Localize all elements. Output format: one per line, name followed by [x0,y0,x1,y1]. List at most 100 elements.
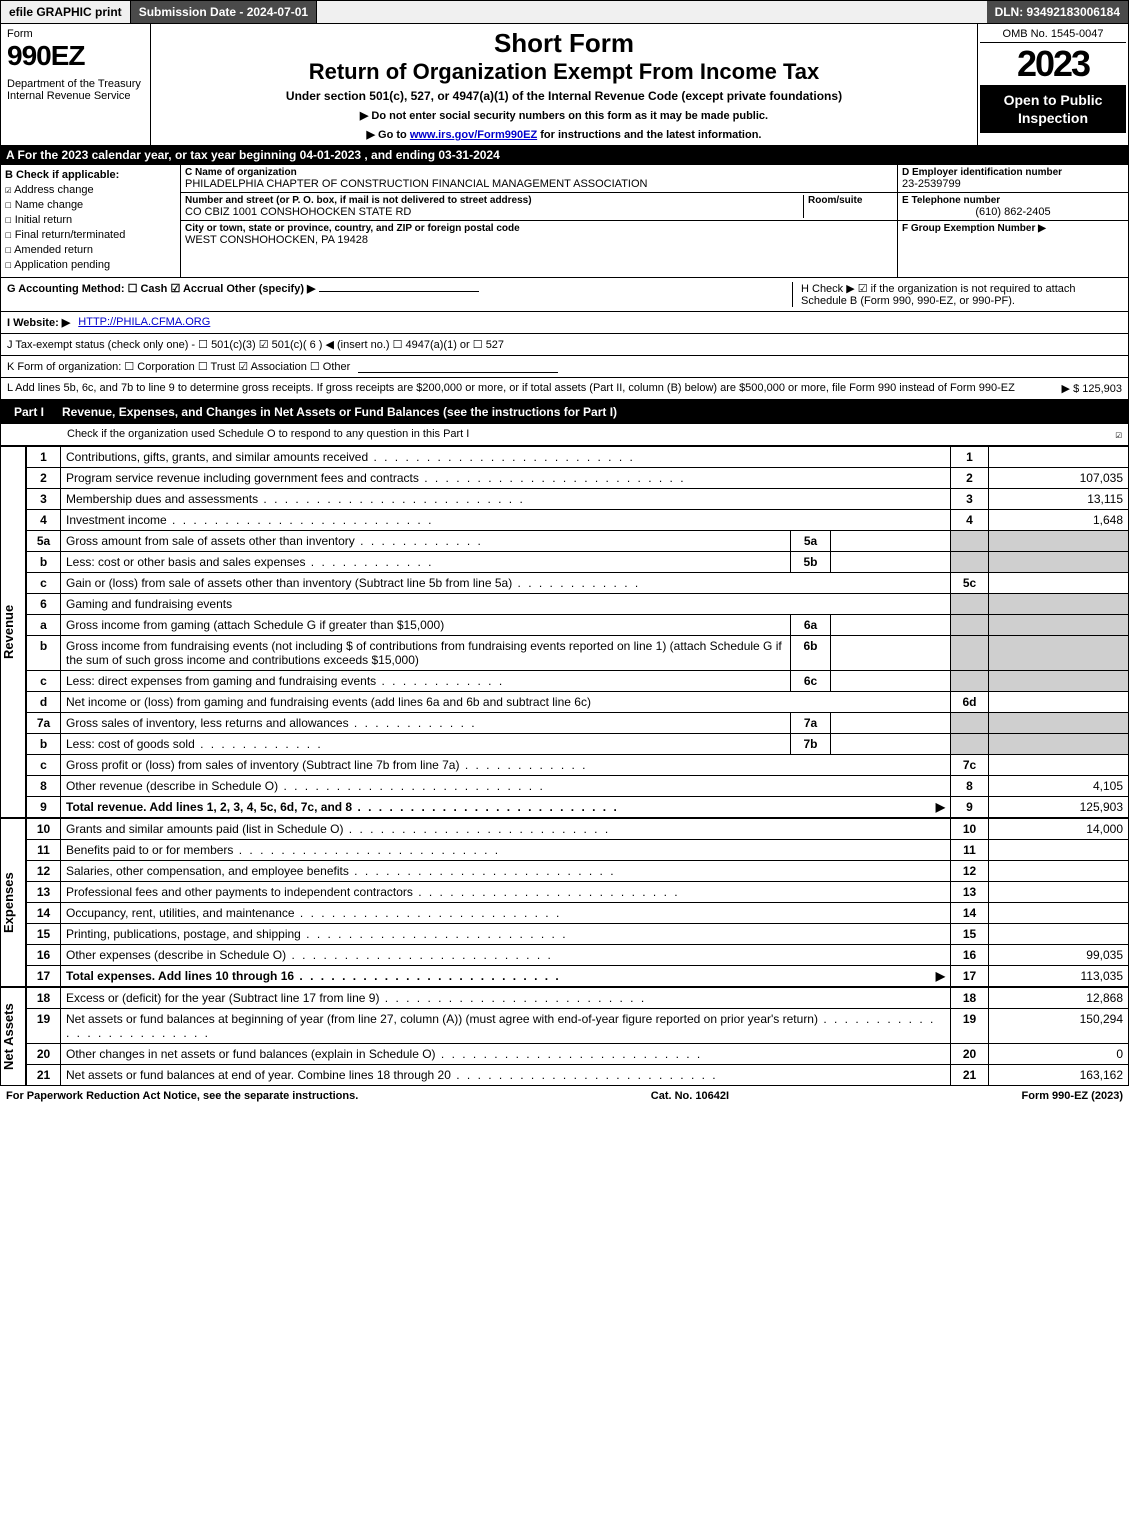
section-a-tax-year: A For the 2023 calendar year, or tax yea… [0,146,1129,164]
info-grid: B Check if applicable: ☑ Address change … [0,164,1129,278]
form-header-center: Short Form Return of Organization Exempt… [151,24,978,145]
goto-pre: ▶ Go to [367,129,410,141]
col-d-ids: D Employer identification number 23-2539… [898,165,1128,277]
chk-address-change[interactable]: ☑ Address change [5,183,176,196]
org-name: PHILADELPHIA CHAPTER OF CONSTRUCTION FIN… [185,178,893,190]
line-6b: bGross income from fundraising events (n… [27,636,1129,671]
line-3: 3Membership dues and assessments313,115 [27,489,1129,510]
row-g-h: G Accounting Method: ☐ Cash ☑ Accrual Ot… [0,278,1129,312]
row-i-website: I Website: ▶ HTTP://PHILA.CFMA.ORG [0,312,1129,334]
part-1-title: Revenue, Expenses, and Changes in Net As… [62,405,617,419]
goto-post: for instructions and the latest informat… [537,129,761,141]
col-b-checkboxes: B Check if applicable: ☑ Address change … [1,165,181,277]
city-value: WEST CONSHOHOCKEN, PA 19428 [185,234,893,246]
website-link[interactable]: HTTP://PHILA.CFMA.ORG [78,316,210,329]
group-exemption-row: F Group Exemption Number ▶ [898,221,1128,236]
page-footer: For Paperwork Reduction Act Notice, see … [0,1086,1129,1106]
form-header-left: Form 990EZ Department of the Treasury In… [1,24,151,145]
form-number: 990EZ [7,40,144,72]
dln: DLN: 93492183006184 [987,1,1128,23]
part-1-header: Part I Revenue, Expenses, and Changes in… [0,400,1129,424]
line-4: 4Investment income41,648 [27,510,1129,531]
row-k-form-org: K Form of organization: ☐ Corporation ☐ … [0,356,1129,378]
revenue-section: Revenue 1Contributions, gifts, grants, a… [0,446,1129,818]
website-label: I Website: ▶ [7,316,70,329]
col-c-org-info: C Name of organization PHILADELPHIA CHAP… [181,165,898,277]
return-title: Return of Organization Exempt From Incom… [155,59,973,85]
line-7c: cGross profit or (loss) from sales of in… [27,755,1129,776]
chk-amended-return[interactable]: ☐ Amended return [5,243,176,256]
ein-row: D Employer identification number 23-2539… [898,165,1128,193]
short-form-title: Short Form [155,28,973,59]
line-13: 13Professional fees and other payments t… [27,882,1129,903]
schedule-o-checkbox[interactable]: ☑ [1115,428,1122,441]
net-assets-vert-label: Net Assets [0,987,26,1086]
revenue-vert-label: Revenue [0,446,26,818]
row-l-gross-receipts: L Add lines 5b, 6c, and 7b to line 9 to … [0,378,1129,400]
line-5c: cGain or (loss) from sale of assets othe… [27,573,1129,594]
line-19: 19Net assets or fund balances at beginni… [27,1009,1129,1044]
tel-value: (610) 862-2405 [902,206,1124,218]
open-public-inspection: Open to Public Inspection [980,85,1126,133]
expenses-table: 10Grants and similar amounts paid (list … [26,818,1129,987]
part-1-label: Part I [8,403,50,421]
chk-application-pending[interactable]: ☐ Application pending [5,258,176,271]
submission-date: Submission Date - 2024-07-01 [131,1,317,23]
schedule-b-check: H Check ▶ ☑ if the organization is not r… [792,282,1122,307]
org-name-row: C Name of organization PHILADELPHIA CHAP… [181,165,897,193]
form-citation: Form 990-EZ (2023) [1022,1090,1123,1102]
org-name-label: C Name of organization [185,167,893,178]
line-6: 6Gaming and fundraising events [27,594,1129,615]
line-1: 1Contributions, gifts, grants, and simil… [27,447,1129,468]
line-10: 10Grants and similar amounts paid (list … [27,819,1129,840]
line-20: 20Other changes in net assets or fund ba… [27,1044,1129,1065]
room-label: Room/suite [808,195,893,206]
tax-year: 2023 [980,43,1126,85]
section-sub: Under section 501(c), 527, or 4947(a)(1)… [155,89,973,103]
line-15: 15Printing, publications, postage, and s… [27,924,1129,945]
col-b-header: B Check if applicable: [5,169,176,181]
street-row: Number and street (or P. O. box, if mail… [181,193,897,221]
ein-value: 23-2539799 [902,178,1124,190]
part-1-check-o: Check if the organization used Schedule … [0,424,1129,446]
row-j-tax-exempt: J Tax-exempt status (check only one) - ☐… [0,334,1129,356]
gross-receipts-value: ▶ $ 125,903 [1062,382,1122,395]
city-row: City or town, state or province, country… [181,221,897,248]
line-14: 14Occupancy, rent, utilities, and mainte… [27,903,1129,924]
form-header-right: OMB No. 1545-0047 2023 Open to Public In… [978,24,1128,145]
line-21: 21Net assets or fund balances at end of … [27,1065,1129,1086]
ein-label: D Employer identification number [902,167,1124,178]
chk-final-return[interactable]: ☐ Final return/terminated [5,228,176,241]
line-6a: aGross income from gaming (attach Schedu… [27,615,1129,636]
line-5b: bLess: cost or other basis and sales exp… [27,552,1129,573]
chk-name-change[interactable]: ☐ Name change [5,198,176,211]
line-9: 9Total revenue. Add lines 1, 2, 3, 4, 5c… [27,797,1129,818]
expenses-vert-label: Expenses [0,818,26,987]
line-18: 18Excess or (deficit) for the year (Subt… [27,988,1129,1009]
dept-treasury: Department of the Treasury Internal Reve… [7,78,144,102]
tax-exempt-status: J Tax-exempt status (check only one) - ☐… [7,338,504,351]
gross-receipts-text: L Add lines 5b, 6c, and 7b to line 9 to … [7,382,1015,395]
efile-print[interactable]: efile GRAPHIC print [1,1,131,23]
irs-link[interactable]: www.irs.gov/Form990EZ [410,129,537,141]
form-label: Form [7,28,144,40]
schedule-o-check-text: Check if the organization used Schedule … [7,428,469,441]
line-12: 12Salaries, other compensation, and empl… [27,861,1129,882]
tel-label: E Telephone number [902,195,1124,206]
city-label: City or town, state or province, country… [185,223,893,234]
ssn-warning: ▶ Do not enter social security numbers o… [155,109,973,122]
accounting-method: G Accounting Method: ☐ Cash ☑ Accrual Ot… [7,282,479,307]
line-7b: bLess: cost of goods sold7b [27,734,1129,755]
line-2: 2Program service revenue including gover… [27,468,1129,489]
line-11: 11Benefits paid to or for members11 [27,840,1129,861]
net-assets-table: 18Excess or (deficit) for the year (Subt… [26,987,1129,1086]
form-of-organization: K Form of organization: ☐ Corporation ☐ … [7,360,350,373]
street-value: CO CBIZ 1001 CONSHOHOCKEN STATE RD [185,206,803,218]
line-7a: 7aGross sales of inventory, less returns… [27,713,1129,734]
revenue-table: 1Contributions, gifts, grants, and simil… [26,446,1129,818]
goto-link-line: ▶ Go to www.irs.gov/Form990EZ for instru… [155,128,973,141]
paperwork-notice: For Paperwork Reduction Act Notice, see … [6,1090,358,1102]
chk-initial-return[interactable]: ☐ Initial return [5,213,176,226]
omb-number: OMB No. 1545-0047 [980,26,1126,43]
topbar: efile GRAPHIC print Submission Date - 20… [0,0,1129,24]
